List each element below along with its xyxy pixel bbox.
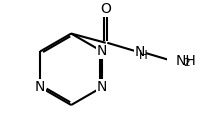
Text: NH: NH bbox=[176, 54, 196, 68]
Text: N: N bbox=[97, 80, 107, 94]
Text: N: N bbox=[35, 80, 45, 94]
Text: N: N bbox=[97, 44, 107, 58]
Text: N: N bbox=[135, 45, 145, 59]
Text: H: H bbox=[139, 49, 148, 62]
Text: O: O bbox=[100, 2, 111, 16]
Text: 2: 2 bbox=[183, 58, 190, 68]
